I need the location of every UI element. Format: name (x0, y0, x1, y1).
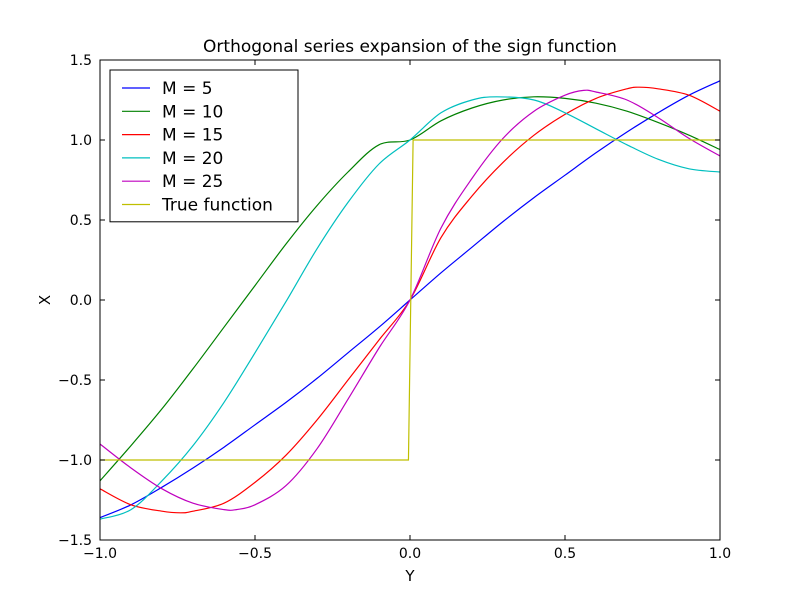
legend-label: True function (161, 196, 273, 216)
series-layer (100, 80, 720, 520)
y-tick-label: −1.0 (58, 453, 92, 469)
legend-label: M = 5 (162, 79, 213, 99)
y-tick-label: −0.5 (58, 373, 92, 389)
x-tick-label: −0.5 (238, 546, 272, 562)
ticks-layer: −1.0 −0.5 0.0 0.5 1.0−1.5−1.0−0.50.00.51.01.… (58, 53, 731, 562)
legend: M = 5 M = 10 M = 15 M = 20 M = 25 True functi… (109, 69, 299, 223)
x-tick-label: 0.0 (399, 546, 421, 562)
y-tick-label: 1.0 (70, 133, 92, 149)
series-line-5 (100, 89, 720, 511)
legend-label: M = 10 (162, 102, 223, 122)
x-tick-label: 1.0 (709, 546, 731, 562)
y-axis-label: X (36, 295, 54, 305)
series-line-6 (100, 139, 720, 461)
x-axis-label: Y (404, 567, 415, 585)
legend-box (109, 69, 299, 223)
legend-label: M = 20 (162, 149, 223, 169)
chart-title: Orthogonal series expansion of the sign … (203, 37, 617, 57)
legend-label: M = 25 (162, 172, 223, 192)
y-tick-label: 0.5 (70, 213, 92, 229)
y-tick-label: 0.0 (70, 293, 92, 309)
legend-label: M = 15 (162, 126, 223, 146)
x-tick-label: −1.0 (83, 546, 117, 562)
y-tick-label: −1.5 (58, 533, 92, 549)
y-tick-label: 1.5 (70, 53, 92, 69)
x-tick-label: 0.5 (554, 546, 576, 562)
